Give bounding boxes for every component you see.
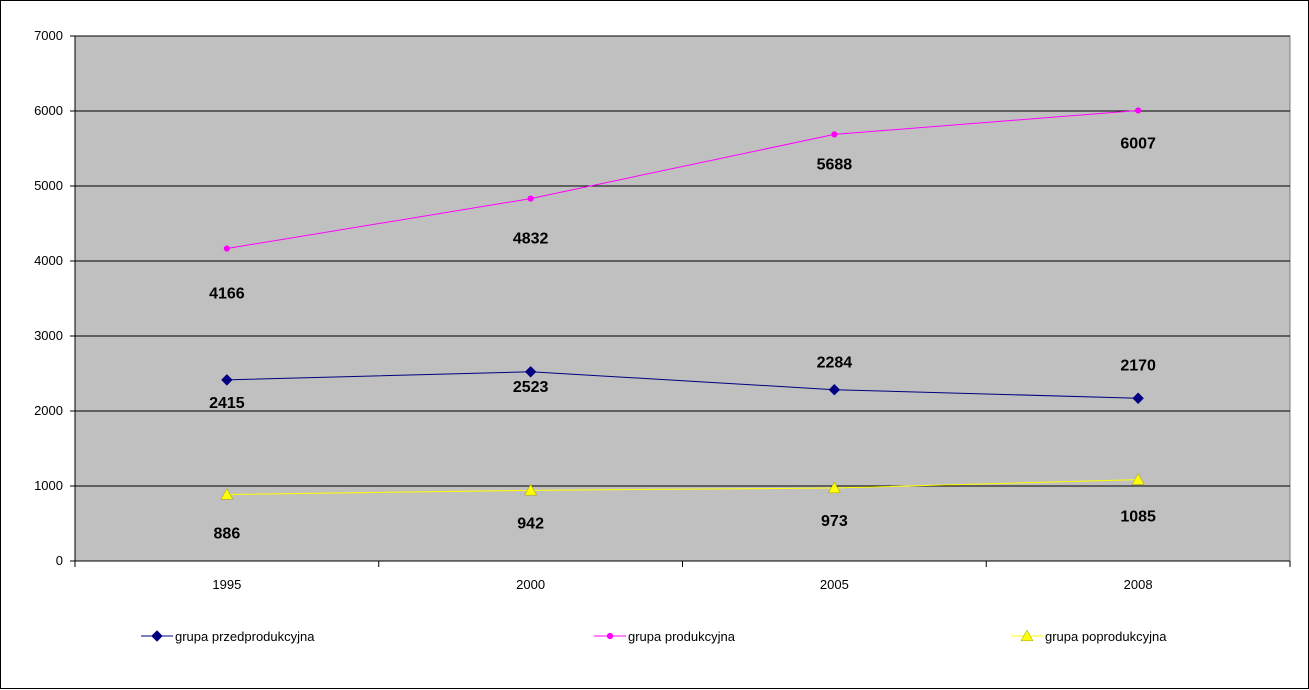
legend-label: grupa produkcyjna [628,629,736,644]
data-point [527,195,534,202]
y-tick-label: 3000 [34,328,63,343]
data-point [1132,392,1144,404]
y-tick-label: 0 [56,553,63,568]
y-tick-label: 6000 [34,103,63,118]
data-point [1135,107,1142,114]
data-label: 2170 [1120,357,1156,374]
data-label: 886 [214,526,241,543]
data-point [220,488,234,500]
legend-marker [151,630,163,642]
data-label: 5688 [817,156,853,173]
series-grupa-poprodukcyjna [220,473,1145,500]
x-tick-label: 1995 [212,577,241,592]
data-label: 6007 [1120,135,1156,152]
data-point [828,383,841,396]
data-label: 942 [517,515,544,532]
y-tick-label: 7000 [34,28,63,43]
legend-label: grupa poprodukcyjna [1045,629,1167,644]
plot-background [74,35,1291,562]
series-line [226,479,1139,496]
legend-item-grupa-przedprodukcyjna: grupa przedprodukcyjna [141,629,315,644]
data-label: 1085 [1120,509,1156,526]
data-label: 2415 [209,395,245,412]
plot-area [74,35,1291,562]
y-tick-label: 2000 [34,403,63,418]
x-tick-label: 2005 [820,577,849,592]
legend: grupa przedprodukcyjna grupa produkcyjna g… [141,629,1167,644]
series-grupa-przedprodukcyjna [221,366,1144,404]
data-label: 4832 [513,231,549,248]
legend-marker [1020,629,1034,642]
axes: 0 1000 2000 3000 4000 5000 6000 7000 1995 2000 200… [34,28,1291,592]
legend-label: grupa przedprodukcyjna [175,629,315,644]
data-point [524,483,538,496]
series-layer [220,107,1145,500]
legend-item-grupa-poprodukcyjna: grupa poprodukcyjna [1011,629,1167,644]
data-point [831,131,838,138]
data-point [827,481,841,494]
data-point [221,374,233,386]
legend-item-grupa-produkcyjna: grupa produkcyjna [594,629,736,644]
legend-marker [606,632,614,640]
data-point [524,366,537,378]
x-tick-label: 2000 [516,577,545,592]
series-line [226,371,1139,399]
data-point [1131,473,1145,485]
x-tick-label: 2008 [1124,577,1153,592]
y-tick-label: 5000 [34,178,63,193]
data-label: 4166 [209,286,245,303]
y-tick-label: 1000 [34,478,63,493]
series-grupa-produkcyjna [223,107,1142,252]
series-line [226,109,1139,250]
data-point [223,245,230,252]
data-label: 973 [821,513,848,530]
data-label: 2523 [513,379,549,396]
y-tick-label: 4000 [34,253,63,268]
data-labels: 2415 2523 2284 2170 4166 4832 5688 6007 886 942 97… [209,135,1156,542]
data-label: 2284 [817,355,853,372]
